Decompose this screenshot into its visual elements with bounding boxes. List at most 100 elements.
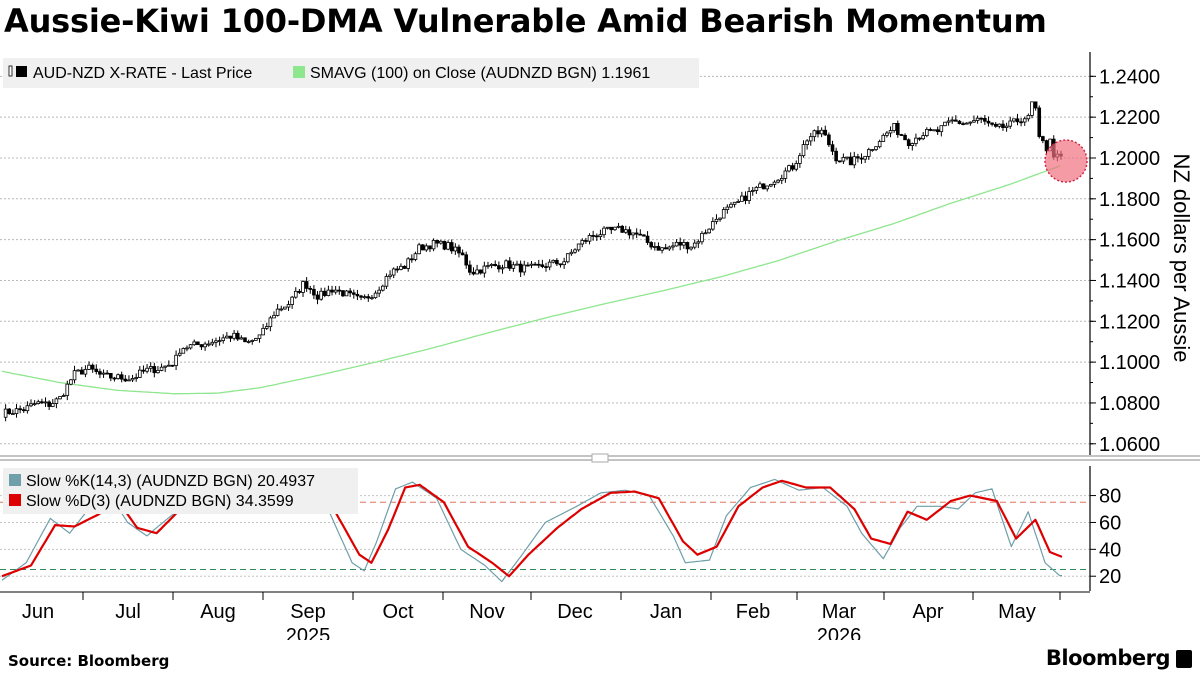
- candle-body: [457, 246, 461, 254]
- candle-body: [925, 129, 929, 137]
- candle-body: [188, 344, 193, 349]
- candle-body: [776, 179, 780, 183]
- candle-body: [718, 217, 722, 220]
- candle-body: [917, 137, 922, 140]
- candle-body: [58, 396, 62, 400]
- candle-body: [1030, 101, 1034, 116]
- candle-body: [90, 364, 95, 370]
- candle-body: [72, 370, 77, 381]
- candle-body: [304, 281, 309, 289]
- slow-d-legend-swatch: [9, 494, 21, 506]
- y-tick-label: 1.1000: [1099, 352, 1160, 374]
- candle-body: [968, 121, 973, 124]
- sma-series-group: [1, 165, 1061, 395]
- candle-body: [769, 183, 773, 187]
- price-legend-label: AUD-NZD X-RATE - Last Price: [33, 65, 252, 82]
- candle-body: [50, 403, 55, 407]
- candle-body: [703, 232, 708, 235]
- candle-body: [504, 260, 508, 269]
- slow-k-legend-label: Slow %K(14,3) (AUDNZD BGN) 20.4937: [26, 473, 315, 490]
- candle-body: [631, 232, 635, 236]
- candle-body: [1004, 125, 1009, 128]
- candle-body: [671, 245, 675, 248]
- candle-body: [359, 295, 363, 298]
- candle-body: [827, 134, 831, 146]
- osc-tick-label: 80: [1099, 486, 1121, 508]
- y-tick-label: 1.0800: [1099, 393, 1160, 415]
- candle-body: [808, 136, 813, 142]
- candle-body: [750, 190, 755, 192]
- candle-body: [355, 293, 360, 297]
- candle-body: [272, 315, 276, 319]
- candle-body: [638, 233, 643, 236]
- candle-body: [177, 352, 182, 356]
- candle-body: [301, 281, 305, 293]
- candle-body: [587, 235, 592, 242]
- candle-body: [837, 160, 842, 163]
- sma-line: [1, 165, 1061, 395]
- candle-body: [424, 245, 429, 251]
- candle-body: [83, 368, 88, 375]
- candle-body: [544, 266, 548, 269]
- price-legend-box: [3, 58, 699, 88]
- candle-body: [685, 242, 690, 250]
- candle-body: [834, 150, 838, 162]
- x-month-label: Dec: [557, 601, 593, 623]
- candle-body: [43, 401, 48, 404]
- candle-body: [250, 340, 255, 342]
- candle-body: [1033, 101, 1038, 109]
- candle-body: [449, 242, 454, 252]
- candle-body: [11, 413, 15, 415]
- y-tick-label: 1.2400: [1099, 66, 1160, 88]
- candle-body: [547, 261, 552, 268]
- candle-body: [812, 130, 817, 138]
- candle-body: [446, 242, 450, 250]
- candle-body: [225, 335, 229, 339]
- candle-body: [261, 327, 265, 336]
- candle-body: [928, 129, 933, 131]
- candle-body: [598, 234, 603, 238]
- candle-body: [1019, 121, 1023, 124]
- candle-body: [116, 374, 120, 379]
- candle-body: [1015, 118, 1020, 123]
- candle-body: [1037, 107, 1042, 137]
- candle-body: [159, 366, 164, 371]
- candle-body: [464, 254, 469, 266]
- candle-body: [130, 378, 135, 381]
- candle-body: [555, 259, 559, 265]
- candle-body: [489, 263, 494, 266]
- candle-body: [348, 290, 352, 294]
- candle-body: [975, 117, 980, 121]
- candle-body: [344, 290, 349, 297]
- candle-body: [830, 144, 835, 152]
- candle-body: [754, 186, 759, 191]
- candle-body: [536, 263, 541, 266]
- candle-body: [747, 191, 751, 201]
- x-month-label: Oct: [382, 601, 414, 623]
- candle-body: [264, 326, 269, 329]
- candle-body: [373, 292, 378, 299]
- candlestick-series-group: [3, 101, 1063, 422]
- candle-body: [794, 163, 799, 170]
- candle-body: [36, 401, 41, 405]
- candle-body: [580, 240, 585, 245]
- candle-body: [14, 408, 19, 414]
- candle-body: [148, 366, 153, 369]
- candle-body: [798, 155, 802, 164]
- panel-resize-handle: [591, 453, 609, 463]
- candle-body: [845, 156, 849, 159]
- candle-body: [1026, 114, 1031, 120]
- candle-body: [986, 120, 991, 124]
- candle-body: [439, 240, 443, 244]
- candle-body: [507, 260, 512, 269]
- candle-body: [819, 129, 824, 135]
- candle-body: [112, 377, 117, 380]
- candle-body: [138, 369, 142, 378]
- candle-body: [932, 129, 936, 132]
- candle-body: [787, 165, 791, 172]
- y-tick-label: 1.1600: [1099, 230, 1160, 252]
- highlight-group: [1044, 139, 1088, 183]
- x-month-label: Aug: [200, 601, 236, 623]
- candle-body: [381, 285, 385, 291]
- candle-body: [660, 247, 664, 251]
